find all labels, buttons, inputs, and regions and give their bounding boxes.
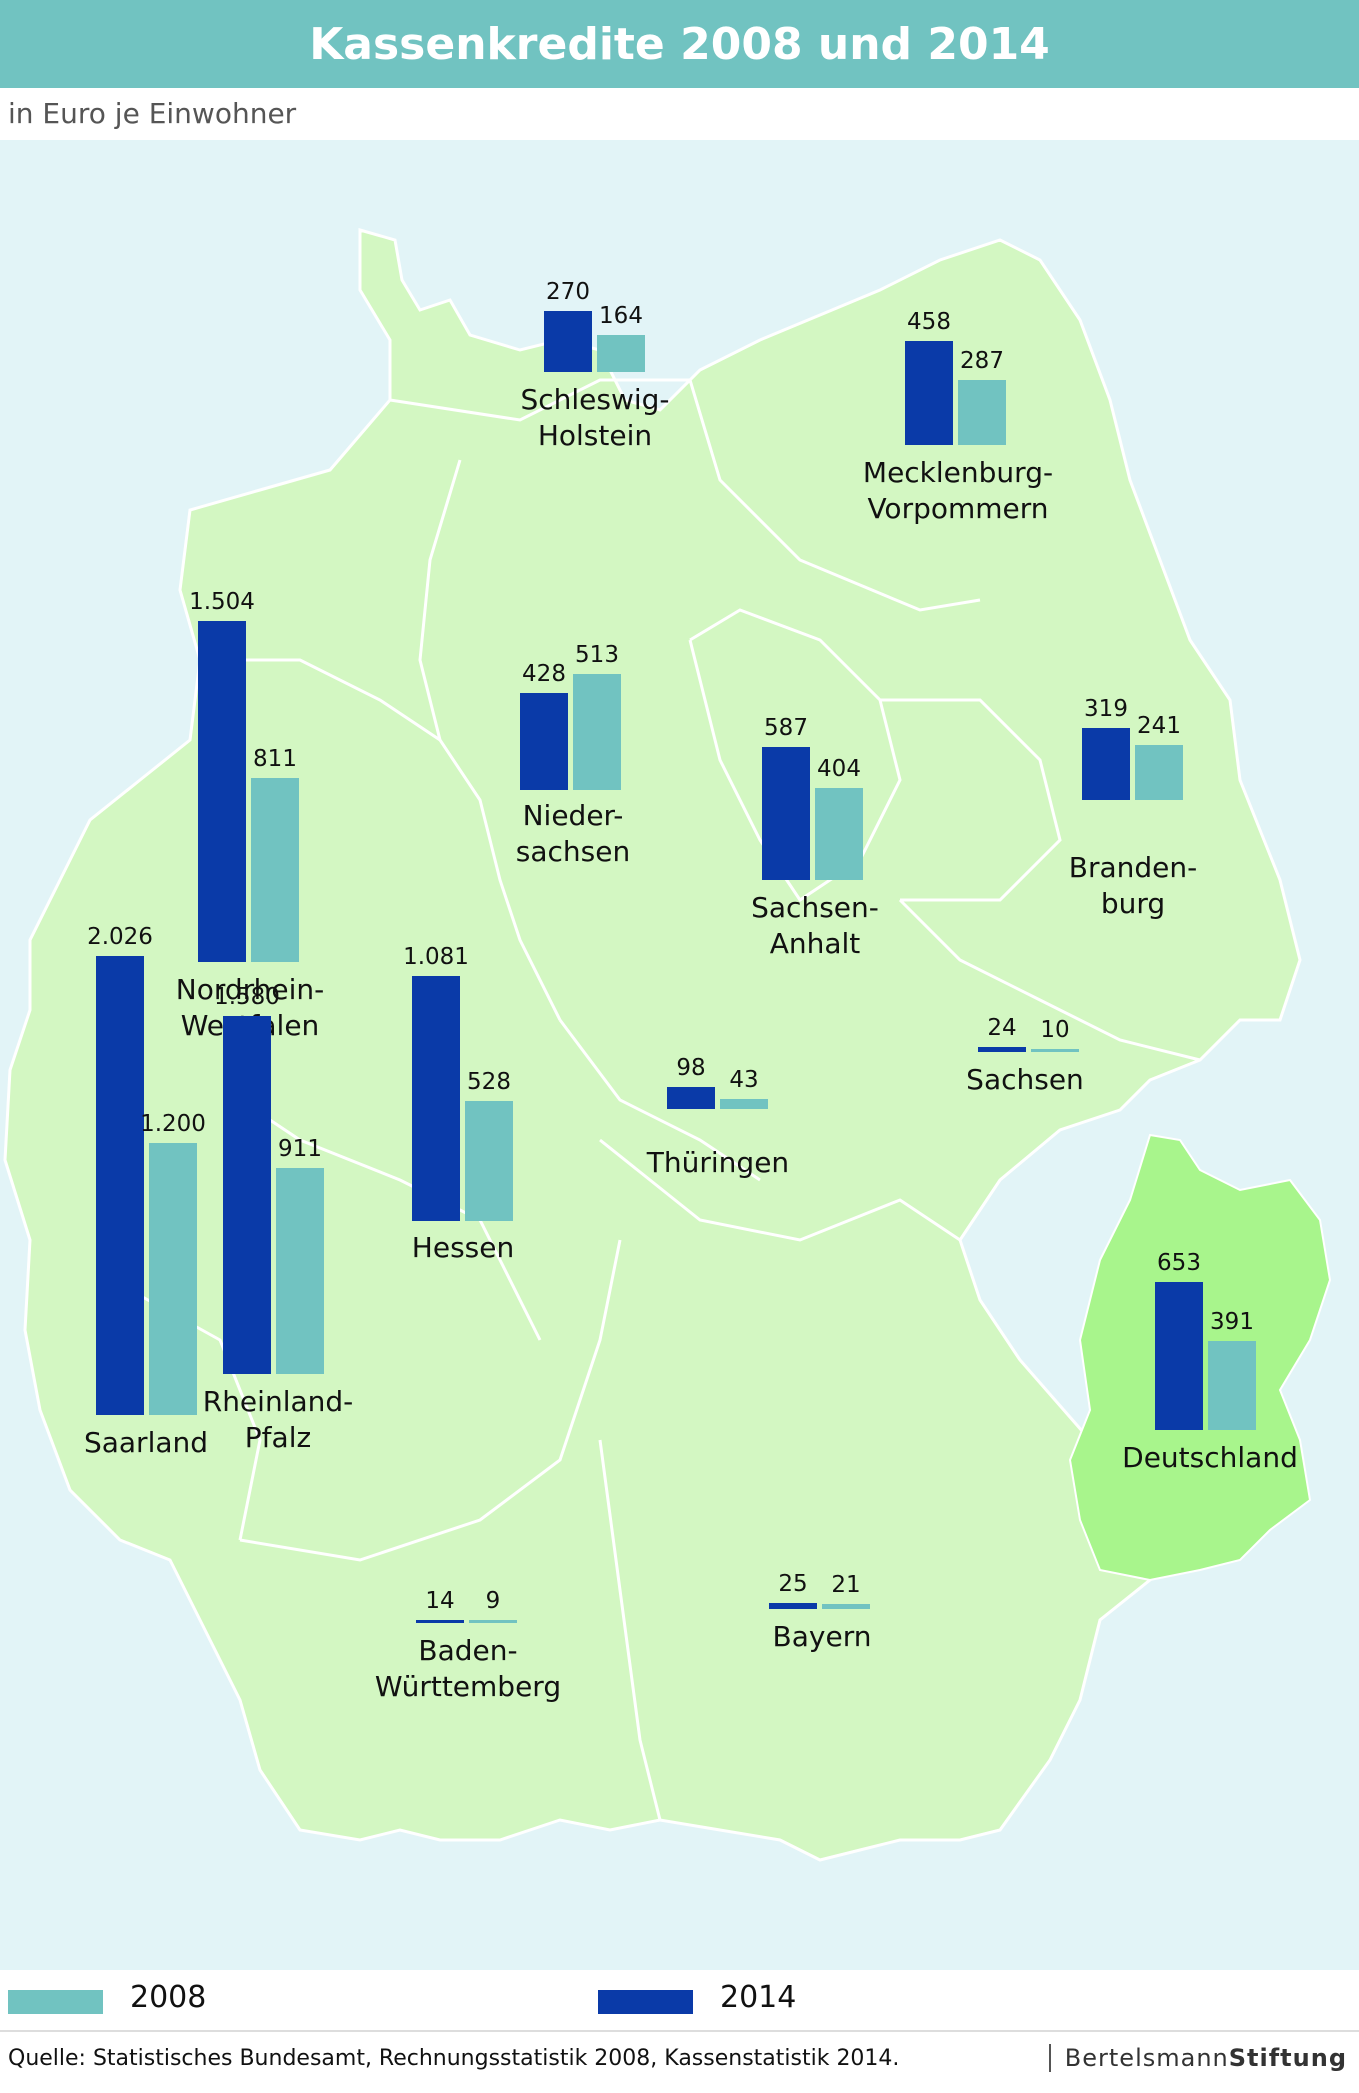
legend-swatch-2008 [8,1990,103,2014]
bar-2008-rheinland-pfalz [276,1167,324,1374]
region-label-baden-württemberg: Baden- Württemberg [374,1634,562,1703]
legend-label-2008: 2008 [130,1980,207,2015]
brand-bold: Stiftung [1228,2044,1347,2072]
value-label-2014-hessen: 1.081 [403,944,469,971]
legend-swatch-2014 [598,1990,693,2014]
page-title: Kassenkredite 2008 und 2014 [309,18,1050,70]
bar-2014-sachsen [978,1046,1026,1052]
value-label-2014-thüringen: 98 [676,1054,706,1081]
value-label-2008-niedersachsen: 513 [575,641,619,668]
value-label-2008-saarland: 1.200 [140,1111,206,1138]
bar-2014-rheinland-pfalz [223,1016,271,1374]
bar-2008-baden-württemberg [469,1620,517,1623]
bar-2008-niedersachsen [573,673,621,790]
value-label-2008-thüringen: 43 [729,1067,759,1094]
region-label-thüringen: Thüringen [646,1146,790,1179]
bar-2014-deutschland [1155,1282,1203,1430]
value-label-2008-rheinland-pfalz: 911 [278,1135,322,1162]
value-label-2014-bayern: 25 [778,1571,808,1598]
region-label-bayern: Bayern [772,1620,872,1653]
region-label-mecklenburg-vorpommern: Mecklenburg- Vorpommern [862,456,1054,525]
bar-2008-hessen [465,1101,513,1221]
value-label-2014-deutschland: 653 [1157,1250,1201,1277]
title-bar: Kassenkredite 2008 und 2014 [0,0,1359,88]
region-label-hessen: Hessen [411,1231,515,1264]
subtitle: in Euro je Einwohner [8,97,297,130]
bar-2008-sachsen-anhalt [815,788,863,880]
brand-logo: BertelsmannStiftung [1048,2044,1347,2072]
value-label-2014-niedersachsen: 428 [522,661,566,688]
region-label-niedersachsen: Nieder- sachsen [515,799,631,868]
bar-2008-sachsen [1031,1049,1079,1052]
bar-2014-niedersachsen [520,693,568,790]
value-label-2008-hessen: 528 [467,1069,511,1096]
bar-2008-saarland [149,1143,197,1415]
value-label-2008-sachsen: 10 [1040,1017,1070,1043]
map-area [0,140,1359,1970]
bar-2008-thüringen [720,1099,768,1109]
bar-2008-brandenburg [1135,745,1183,800]
bar-2014-schleswig-holstein [544,310,592,372]
value-label-2008-deutschland: 391 [1210,1309,1254,1336]
state-borders [129,378,1201,1821]
bar-2008-mecklenburg-vorpommern [958,379,1006,445]
brand-regular: Bertelsmann [1064,2044,1229,2072]
value-label-2008-schleswig-holstein: 164 [599,302,643,329]
value-label-2014-schleswig-holstein: 270 [546,278,590,305]
value-label-2008-baden-württemberg: 9 [485,1588,501,1614]
legend-label-2014: 2014 [720,1980,797,2015]
bar-2008-deutschland [1208,1341,1256,1430]
value-label-2014-saarland: 2.026 [87,924,153,951]
footer: Quelle: Statistisches Bundesamt, Rechnun… [0,2030,1359,2093]
value-label-2014-mecklenburg-vorpommern: 458 [907,309,951,336]
region-label-deutschland: Deutschland [1122,1441,1298,1474]
region-label-sachsen: Sachsen [966,1063,1084,1096]
bar-2014-hessen [412,976,460,1221]
value-label-2014-nordrhein-westfalen: 1.504 [189,589,255,616]
bar-2014-sachsen-anhalt [762,747,810,880]
value-label-2008-nordrhein-westfalen: 811 [253,746,297,773]
value-label-2008-mecklenburg-vorpommern: 287 [960,347,1004,374]
value-label-2008-brandenburg: 241 [1137,713,1181,740]
germany-outline [3,228,1302,1862]
value-label-2008-sachsen-anhalt: 404 [817,756,861,783]
region-label-rheinland-pfalz: Rheinland- Pfalz [202,1385,354,1454]
value-label-2014-baden-württemberg: 14 [425,1587,455,1614]
region-label-schleswig-holstein: Schleswig- Holstein [520,383,670,452]
bar-2014-mecklenburg-vorpommern [905,341,953,445]
bar-2008-bayern [822,1604,870,1609]
value-label-2014-brandenburg: 319 [1084,695,1128,722]
bar-2014-brandenburg [1082,727,1130,800]
value-label-2014-sachsen: 24 [987,1014,1017,1041]
region-label-saarland: Saarland [83,1426,209,1459]
bar-2014-baden-württemberg [416,1619,464,1623]
legend: 2008 2014 [0,1970,1359,2030]
value-label-2014-sachsen-anhalt: 587 [764,715,808,742]
bar-2014-nordrhein-westfalen [198,621,246,962]
value-label-2014-rheinland-pfalz: 1.580 [214,984,280,1011]
region-label-sachsen-anhalt: Sachsen- Anhalt [751,891,879,960]
source-note: Quelle: Statistisches Bundesamt, Rechnun… [8,2046,900,2071]
bar-2014-bayern [769,1603,817,1609]
bar-2008-nordrhein-westfalen [251,778,299,962]
bar-2014-saarland [96,956,144,1415]
value-label-2008-bayern: 21 [831,1572,861,1599]
bar-2014-thüringen [667,1086,715,1109]
region-label-brandenburg: Branden- burg [1068,851,1198,920]
bar-2008-schleswig-holstein [597,334,645,372]
